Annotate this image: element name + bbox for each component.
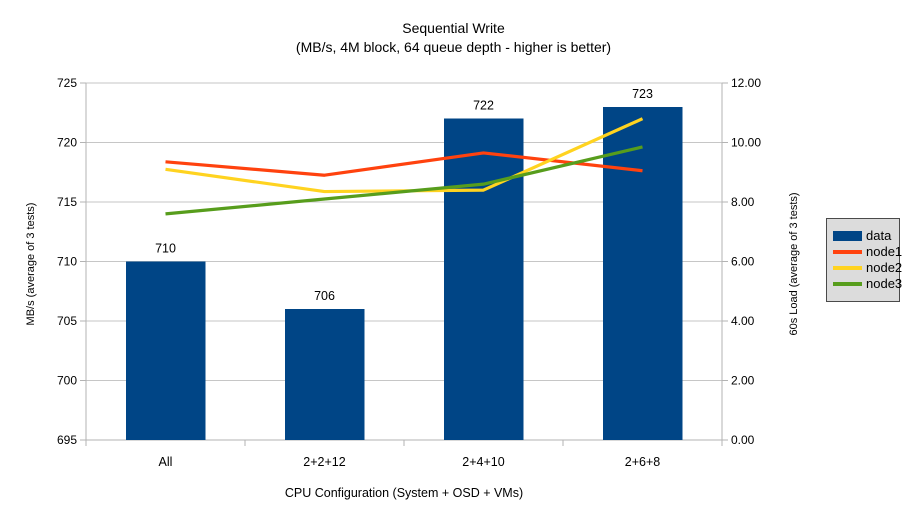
bar-value-label: 723	[632, 87, 653, 101]
left-axis-tick-label: 695	[57, 433, 77, 447]
legend: data node1 node2 node3	[826, 218, 902, 302]
bar-2+6+8	[602, 106, 683, 441]
legend-item-data: data	[833, 228, 895, 244]
right-axis-tick-label: 6.00	[731, 255, 755, 269]
category-label: 2+6+8	[625, 455, 661, 469]
bar-value-label: 722	[473, 99, 494, 113]
bar-value-label: 710	[155, 242, 176, 256]
chart-title: Sequential Write	[402, 20, 505, 36]
right-axis-tick-label: 8.00	[731, 195, 755, 209]
bar-2+2+12	[284, 309, 365, 440]
legend-line-swatch-node2	[833, 266, 862, 270]
legend-item-node3: node3	[833, 276, 902, 292]
legend-item-node1: node1	[833, 244, 902, 260]
category-label: 2+2+12	[303, 455, 345, 469]
right-axis-tick-label: 0.00	[731, 433, 755, 447]
chart-title-block: Sequential Write (MB/s, 4M block, 64 que…	[0, 19, 907, 57]
chart-subtitle: (MB/s, 4M block, 64 queue depth - higher…	[295, 39, 612, 55]
left-axis-tick-label: 710	[57, 255, 77, 269]
right-axis-tick-label: 2.00	[731, 374, 755, 388]
left-axis-tick-label: 700	[57, 374, 77, 388]
bar-All	[125, 261, 206, 440]
left-axis-tick-label: 725	[57, 76, 77, 90]
left-axis-tick-label: 720	[57, 136, 77, 150]
right-axis-tick-label: 12.00	[731, 76, 761, 90]
x-axis-title: CPU Configuration (System + OSD + VMs)	[284, 486, 524, 500]
series-line-node1	[165, 151, 643, 177]
legend-label-node1: node1	[866, 244, 903, 259]
category-label: All	[159, 455, 173, 469]
bar-2+4+10	[443, 118, 524, 440]
right-axis-tick-label: 4.00	[731, 314, 755, 328]
legend-label-node2: node2	[866, 260, 903, 275]
legend-swatch-data	[833, 231, 862, 241]
left-axis-tick-label: 715	[57, 195, 77, 209]
series-line-node3	[165, 145, 643, 216]
legend-line-swatch-node1	[833, 250, 862, 254]
left-axis-tick-label: 705	[57, 314, 77, 328]
legend-label-data: data	[866, 228, 892, 243]
legend-label-node3: node3	[866, 276, 903, 291]
bar-value-label: 706	[314, 289, 335, 303]
series-line-node2	[165, 117, 644, 194]
right-axis-tick-label: 10.00	[731, 136, 761, 150]
legend-item-node2: node2	[833, 260, 902, 276]
category-label: 2+4+10	[462, 455, 504, 469]
legend-line-swatch-node3	[833, 282, 862, 286]
